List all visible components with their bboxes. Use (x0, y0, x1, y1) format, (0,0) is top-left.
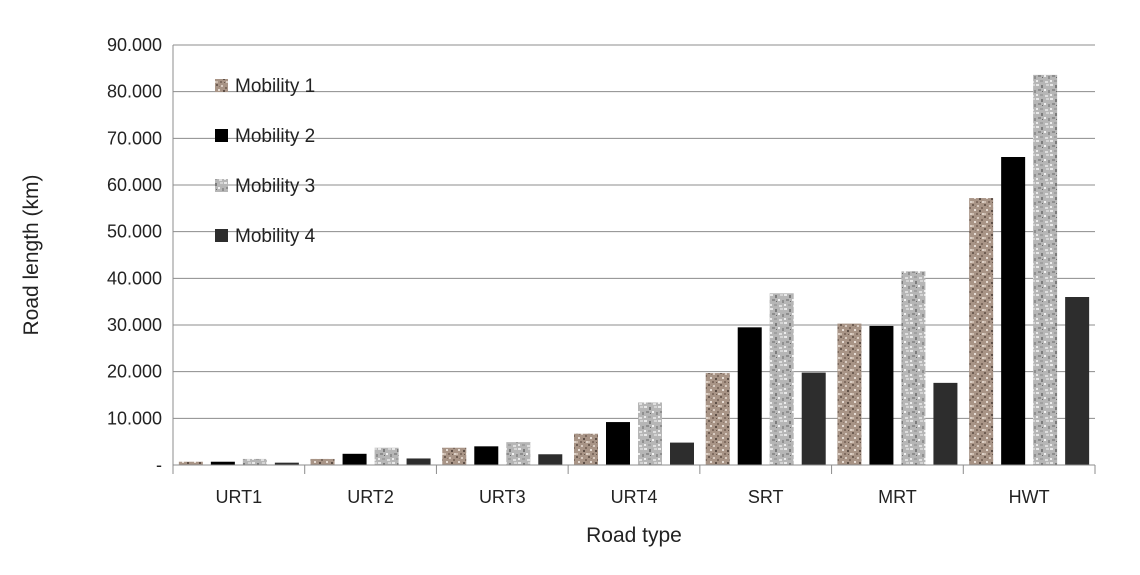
y-tick-label: 90.000 (107, 35, 162, 55)
bar-mobility-1-urt4 (574, 433, 598, 465)
y-tick-label: 10.000 (107, 408, 162, 428)
y-axis-ticks: - 10.000 20.000 30.000 40.000 50.000 60.000 70.… (107, 35, 162, 475)
y-tick-label: 50.000 (107, 222, 162, 242)
legend-label: Mobility 3 (235, 176, 315, 197)
bar-mobility-3-urt2 (374, 447, 399, 465)
y-axis-title: Road length (km) (20, 174, 43, 335)
bar-mobility-2-mrt (869, 325, 894, 465)
legend-item: Mobility 3 (215, 176, 315, 197)
x-tick-label: HWT (1009, 487, 1050, 507)
bars (178, 74, 1090, 466)
bar-mobility-4-hwt (1065, 297, 1090, 465)
x-axis-title: Road type (586, 524, 682, 547)
y-tick-label: 80.000 (107, 82, 162, 102)
bar-mobility-1-urt3 (442, 447, 467, 465)
legend-label: Mobility 2 (235, 126, 315, 147)
bar-mobility-4-urt4 (670, 442, 694, 465)
bar-mobility-1-hwt (969, 198, 994, 466)
legend-item: Mobility 1 (215, 76, 315, 97)
bar-mobility-2-hwt (1001, 157, 1026, 465)
bar-mobility-4-urt2 (406, 458, 431, 465)
bar-mobility-2-urt2 (342, 453, 367, 465)
x-tick-label: SRT (748, 487, 784, 507)
bar-mobility-1-urt2 (310, 458, 335, 465)
x-axis: URT1 URT2 URT3 URT4 SRT MRT HWT (172, 464, 1096, 507)
x-tick-label: URT2 (347, 487, 394, 507)
bar-mobility-2-urt3 (474, 446, 499, 465)
legend-label: Mobility 4 (235, 226, 316, 247)
y-tick-label: 30.000 (107, 315, 162, 335)
bar-mobility-2-urt1 (210, 461, 235, 465)
y-tick-label: 70.000 (107, 128, 162, 148)
bar-mobility-3-srt (769, 293, 794, 465)
bar-mobility-4-urt1 (274, 462, 299, 465)
y-tick-label: 20.000 (107, 362, 162, 382)
bar-mobility-2-srt (737, 327, 762, 465)
bar-mobility-4-srt (801, 372, 826, 465)
bar-mobility-3-hwt (1033, 74, 1058, 465)
y-tick-label: - (156, 455, 162, 475)
legend-swatch (215, 79, 228, 92)
x-tick-label: URT1 (216, 487, 263, 507)
legend: Mobility 1 Mobility 2 Mobility 3 Mobility 4 (215, 76, 316, 247)
bar-mobility-4-mrt (933, 382, 958, 465)
legend-swatch (215, 129, 228, 142)
legend-item: Mobility 2 (215, 126, 315, 147)
bar-mobility-1-urt1 (178, 461, 203, 465)
y-tick-label: 40.000 (107, 268, 162, 288)
bar-mobility-3-mrt (901, 271, 926, 465)
bar-mobility-2-urt4 (606, 422, 630, 465)
legend-item: Mobility 4 (215, 226, 316, 247)
bar-mobility-3-urt4 (638, 402, 662, 465)
x-tick-label: URT3 (479, 487, 526, 507)
y-tick-label: 60.000 (107, 175, 162, 195)
x-tick-label: URT4 (611, 487, 658, 507)
legend-label: Mobility 1 (235, 76, 315, 97)
bar-mobility-1-mrt (837, 323, 862, 465)
legend-swatch (215, 179, 228, 192)
bar-mobility-3-urt1 (242, 458, 267, 465)
x-tick-label: MRT (878, 487, 917, 507)
bar-mobility-3-urt3 (506, 442, 531, 465)
bar-mobility-4-urt3 (538, 454, 563, 465)
legend-swatch (215, 229, 228, 242)
gridlines (172, 44, 1095, 465)
bar-mobility-1-srt (705, 373, 730, 465)
